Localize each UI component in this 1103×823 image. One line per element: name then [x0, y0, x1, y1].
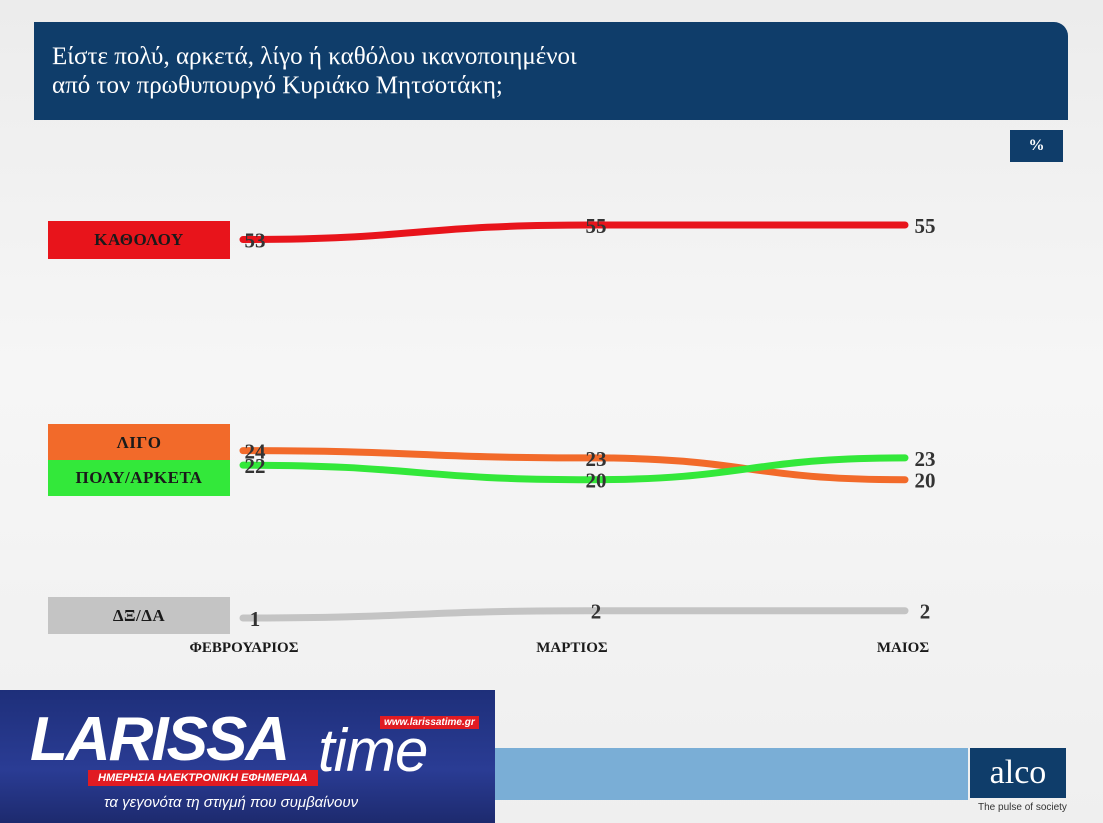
title-line-1: Είστε πολύ, αρκετά, λίγο ή καθόλου ικανο… [52, 43, 577, 70]
alco-tagline: The pulse of society [978, 802, 1067, 813]
data-label: 20 [915, 469, 936, 493]
data-label: 22 [245, 454, 266, 478]
data-label: 23 [915, 447, 936, 471]
data-label: 2 [920, 600, 931, 624]
title-line-2: από τον πρωθυπουργό Κυριάκο Μητσοτάκη; [52, 72, 503, 99]
title-bar: Είστε πολύ, αρκετά, λίγο ή καθόλου ικανο… [34, 22, 1068, 120]
legend-item: ΠΟΛΥ/ΑΡΚΕΤΑ [48, 460, 230, 496]
brand-slogan: τα γεγονότα τη στιγμή που συμβαίνουν [104, 794, 359, 811]
data-label: 55 [586, 214, 607, 238]
footer-band [410, 748, 968, 800]
legend-item: ΔΞ/ΔΑ [48, 597, 230, 634]
series-line-1 [239, 447, 909, 484]
larissatime-banner: LARISSA time www.larissatime.gr ΗΜΕΡΗΣΙΑ… [0, 690, 495, 823]
legend-item: ΚΑΘΟΛΟΥ [48, 221, 230, 259]
legend-item: ΛΙΓΟ [48, 424, 230, 462]
data-label: 53 [245, 229, 266, 253]
data-label: 1 [250, 607, 261, 631]
x-tick-label: ΜΑΡΤΙΟΣ [536, 640, 608, 656]
data-label: 20 [586, 469, 607, 493]
data-label: 24 [245, 440, 267, 464]
series-line-2 [239, 454, 909, 484]
series-line-3 [239, 607, 909, 622]
data-label: 55 [915, 214, 936, 238]
larissa-wordmark: LARISSA [30, 705, 290, 774]
unit-badge: % [1010, 130, 1063, 162]
brand-url: www.larissatime.gr [380, 716, 479, 729]
x-tick-label: ΜΑΙΟΣ [877, 640, 929, 656]
series-line-0 [239, 221, 909, 244]
alco-logo: alco [970, 748, 1066, 798]
chart-title: Είστε πολύ, αρκετά, λίγο ή καθόλου ικανο… [52, 42, 752, 100]
brand-subtitle: ΗΜΕΡΗΣΙΑ ΗΛΕΚΤΡΟΝΙΚΗ ΕΦΗΜΕΡΙΔΑ [88, 770, 318, 786]
x-tick-label: ΦΕΒΡΟΥΑΡΙΟΣ [189, 640, 298, 656]
data-label: 23 [586, 447, 607, 471]
data-label: 2 [591, 600, 602, 624]
